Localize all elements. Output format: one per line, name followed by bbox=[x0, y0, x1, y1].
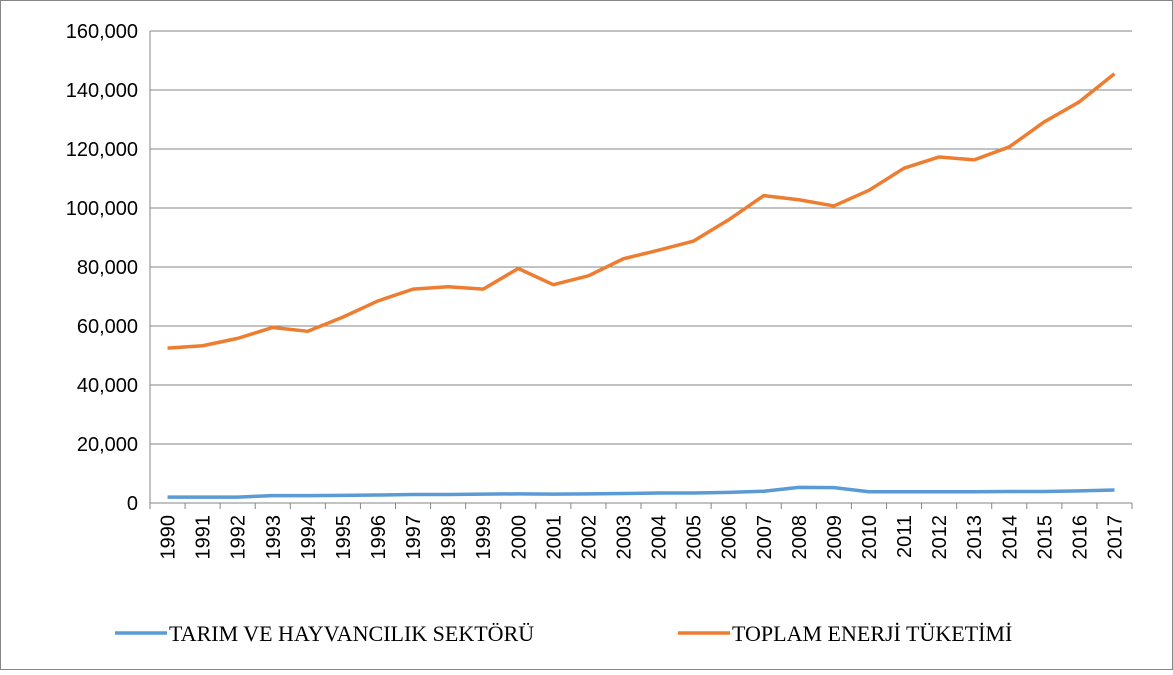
y-tick-label: 100,000 bbox=[66, 198, 138, 220]
x-tick-label: 1990 bbox=[158, 515, 180, 560]
y-tick-label: 60,000 bbox=[77, 316, 138, 338]
x-tick-label: 1995 bbox=[333, 515, 355, 560]
x-tick-label: 2003 bbox=[613, 515, 635, 560]
x-tick-label: 1997 bbox=[403, 515, 425, 560]
x-tick-label: 1999 bbox=[473, 515, 495, 560]
x-tick-label: 2007 bbox=[754, 515, 776, 560]
x-tick-label: 2014 bbox=[999, 515, 1021, 560]
series-line bbox=[167, 485, 1115, 499]
x-tick-label: 2009 bbox=[824, 515, 846, 560]
x-tick-label: 2006 bbox=[719, 515, 741, 560]
y-tick-label: 140,000 bbox=[66, 80, 138, 102]
x-tick-label: 1996 bbox=[368, 515, 390, 560]
y-tick-label: 160,000 bbox=[66, 21, 138, 43]
y-tick-label: 120,000 bbox=[66, 139, 138, 161]
x-tick-label: 2008 bbox=[789, 515, 811, 560]
series-line bbox=[167, 72, 1116, 350]
y-tick-label: 20,000 bbox=[77, 434, 138, 456]
x-tick-label: 2011 bbox=[894, 515, 916, 558]
x-tick-label: 1993 bbox=[263, 515, 285, 560]
x-tick-label: 2000 bbox=[508, 515, 530, 560]
legend-label: TARIM VE HAYVANCILIK SEKTÖRÜ bbox=[169, 621, 534, 646]
y-tick-label: 40,000 bbox=[77, 375, 138, 397]
x-tick-label: 2015 bbox=[1034, 515, 1056, 560]
x-tick-label: 1992 bbox=[228, 515, 250, 560]
legend-label: TOPLAM ENERJİ TÜKETİMİ bbox=[732, 621, 1012, 646]
x-tick-label: 1998 bbox=[438, 515, 460, 560]
x-tick-label: 2013 bbox=[964, 515, 986, 560]
x-tick-label: 1994 bbox=[298, 515, 320, 560]
x-tick-label: 2010 bbox=[859, 515, 881, 560]
x-tick-label: 2001 bbox=[543, 515, 565, 560]
x-tick-label: 2017 bbox=[1104, 515, 1126, 560]
y-tick-label: 80,000 bbox=[77, 257, 138, 279]
x-tick-label: 2004 bbox=[649, 515, 671, 560]
x-tick-label: 2005 bbox=[684, 515, 706, 560]
x-tick-label: 2016 bbox=[1069, 515, 1091, 560]
x-tick-label: 2012 bbox=[929, 515, 951, 560]
x-tick-label: 1991 bbox=[193, 515, 215, 560]
x-tick-label: 2002 bbox=[578, 515, 600, 560]
y-tick-label: 0 bbox=[127, 493, 138, 515]
